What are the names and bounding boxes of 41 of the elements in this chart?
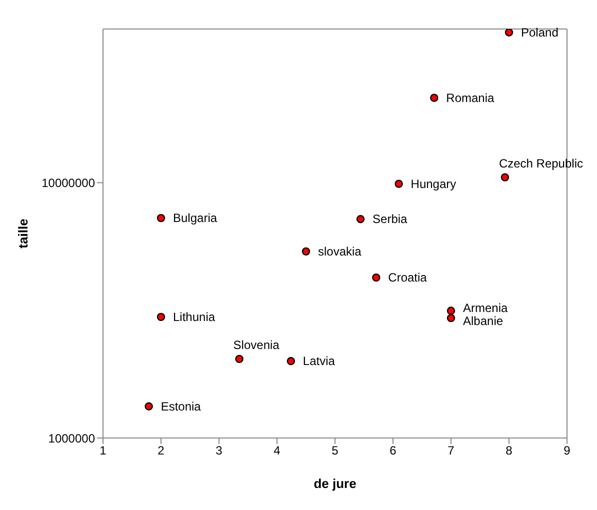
point [356, 215, 365, 224]
annotation: Latvia [302, 354, 336, 368]
x-tick-label: 3 [216, 444, 223, 458]
point [394, 180, 403, 188]
annotation: Lithunia [173, 310, 216, 324]
annotation: Poland [521, 25, 558, 40]
point [504, 29, 514, 36]
x-tick-label: 7 [448, 444, 455, 458]
annotation: Hungary [410, 176, 456, 191]
annotation: Serbia [372, 212, 408, 226]
annotation: Romania [446, 90, 495, 105]
annotation: Estonia [160, 399, 202, 414]
point [302, 247, 310, 256]
x-tick-label: 1 [100, 444, 107, 458]
annotation: slovakia [318, 244, 362, 258]
y-tick-label: 10000000 [42, 176, 96, 190]
x-tick-label: 2 [158, 444, 165, 458]
annotation: Armenia [463, 300, 508, 315]
x-axis-title: de jure [314, 476, 356, 491]
point [286, 357, 296, 366]
point [372, 273, 380, 282]
x-tick-label: 5 [332, 444, 339, 458]
x-tick-label: 9 [564, 444, 571, 458]
y-axis-title: taille [16, 218, 31, 248]
point [156, 214, 166, 222]
x-tick-label: 8 [506, 444, 513, 458]
point [500, 173, 510, 182]
point [446, 306, 456, 315]
point [156, 312, 166, 322]
point [235, 354, 244, 364]
x-tick-label: 4 [274, 444, 281, 458]
annotation: Bulgaria [173, 211, 218, 226]
point [446, 314, 456, 322]
y-tick-label: 1000000 [48, 431, 96, 446]
annotation: Czech Republic [498, 156, 583, 170]
point [430, 94, 438, 102]
annotation: Croatia [388, 270, 428, 285]
annotation: Slovenia [233, 338, 280, 352]
annotation: Albanie [463, 314, 504, 328]
x-tick-label: 6 [390, 444, 397, 458]
point [144, 402, 153, 410]
